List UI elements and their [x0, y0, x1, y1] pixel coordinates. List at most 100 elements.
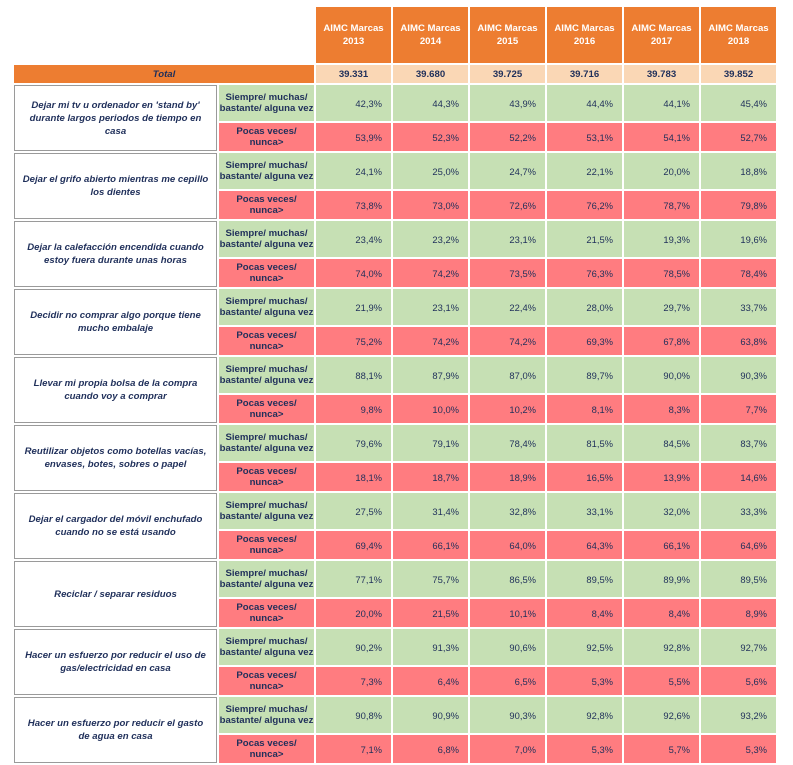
value-cell-negative: 10,1% [470, 599, 545, 627]
answer-label-negative: Pocas veces/ nunca> [219, 191, 314, 219]
value-cell-positive: 33,7% [701, 289, 776, 325]
value-cell-positive: 25,0% [393, 153, 468, 189]
value-cell-negative: 14,6% [701, 463, 776, 491]
value-cell-positive: 19,3% [624, 221, 699, 257]
question-row-positive: Dejar el cargador del móvil enchufado cu… [14, 493, 776, 559]
question-row-positive: Reciclar / separar residuos Siempre/ much… [14, 561, 776, 627]
value-cell-positive: 44,3% [393, 85, 468, 121]
value-cell-positive: 18,8% [701, 153, 776, 189]
value-cell-positive: 88,1% [316, 357, 391, 393]
value-cell-positive: 43,9% [470, 85, 545, 121]
value-cell-negative: 75,2% [316, 327, 391, 355]
value-cell-negative: 18,9% [470, 463, 545, 491]
value-cell-negative: 74,0% [316, 259, 391, 287]
answer-label-negative: Pocas veces/ nunca> [219, 599, 314, 627]
value-cell-positive: 84,5% [624, 425, 699, 461]
value-cell-negative: 52,7% [701, 123, 776, 151]
question-row-negative: Pocas veces/ nunca> 7,3% 6,4% 6,5% 5,3% 5,5% 5… [14, 667, 776, 695]
value-cell-negative: 8,9% [701, 599, 776, 627]
question-label: Reutilizar objetos como botellas vacías,… [14, 425, 217, 491]
value-cell-positive: 29,7% [624, 289, 699, 325]
header-row: AIMC Marcas 2013 AIMC Marcas 2014 AIMC Mar… [14, 7, 776, 63]
value-cell-positive: 44,4% [547, 85, 622, 121]
total-label: Total [14, 65, 314, 83]
total-value: 39.716 [547, 65, 622, 83]
value-cell-negative: 66,1% [393, 531, 468, 559]
value-cell-positive: 23,1% [470, 221, 545, 257]
question-row-positive: Hacer un esfuerzo por reducir el gasto d… [14, 697, 776, 763]
header-blank [219, 7, 314, 63]
year-header-2018: AIMC Marcas 2018 [701, 7, 776, 63]
answer-label-positive: Siempre/ muchas/ bastante/ alguna vez [219, 561, 314, 597]
value-cell-negative: 5,3% [701, 735, 776, 763]
value-cell-positive: 23,2% [393, 221, 468, 257]
value-cell-negative: 6,5% [470, 667, 545, 695]
answer-label-negative: Pocas veces/ nunca> [219, 531, 314, 559]
value-cell-positive: 89,5% [547, 561, 622, 597]
answer-label-negative: Pocas veces/ nunca> [219, 395, 314, 423]
question-row-negative: Pocas veces/ nunca> 69,4% 66,1% 64,0% 64,3% 6… [14, 531, 776, 559]
value-cell-negative: 76,2% [547, 191, 622, 219]
value-cell-positive: 90,0% [624, 357, 699, 393]
answer-label-positive: Siempre/ muchas/ bastante/ alguna vez [219, 697, 314, 733]
answer-label-negative: Pocas veces/ nunca> [219, 259, 314, 287]
question-row-negative: Pocas veces/ nunca> 73,8% 73,0% 72,6% 76,2% 7… [14, 191, 776, 219]
answer-label-negative: Pocas veces/ nunca> [219, 123, 314, 151]
value-cell-positive: 44,1% [624, 85, 699, 121]
question-row-positive: Llevar mi propia bolsa de la compra cuan… [14, 357, 776, 423]
value-cell-positive: 22,4% [470, 289, 545, 325]
value-cell-negative: 69,4% [316, 531, 391, 559]
value-cell-negative: 9,8% [316, 395, 391, 423]
answer-label-positive: Siempre/ muchas/ bastante/ alguna vez [219, 153, 314, 189]
question-label: Reciclar / separar residuos [14, 561, 217, 627]
answer-label-negative: Pocas veces/ nunca> [219, 327, 314, 355]
value-cell-negative: 52,2% [470, 123, 545, 151]
value-cell-positive: 90,2% [316, 629, 391, 665]
value-cell-positive: 90,8% [316, 697, 391, 733]
question-label: Dejar el cargador del móvil enchufado cu… [14, 493, 217, 559]
value-cell-positive: 32,8% [470, 493, 545, 529]
value-cell-positive: 23,1% [393, 289, 468, 325]
value-cell-positive: 81,5% [547, 425, 622, 461]
value-cell-positive: 21,5% [547, 221, 622, 257]
value-cell-positive: 91,3% [393, 629, 468, 665]
answer-label-positive: Siempre/ muchas/ bastante/ alguna vez [219, 493, 314, 529]
value-cell-negative: 74,2% [470, 327, 545, 355]
answer-label-positive: Siempre/ muchas/ bastante/ alguna vez [219, 425, 314, 461]
question-row-positive: Reutilizar objetos como botellas vacías,… [14, 425, 776, 491]
value-cell-negative: 53,1% [547, 123, 622, 151]
value-cell-positive: 45,4% [701, 85, 776, 121]
question-row-positive: Hacer un esfuerzo por reducir el uso de … [14, 629, 776, 695]
value-cell-positive: 89,7% [547, 357, 622, 393]
survey-table-container: AIMC Marcas 2013 AIMC Marcas 2014 AIMC Mar… [12, 5, 793, 765]
value-cell-negative: 73,0% [393, 191, 468, 219]
answer-label-positive: Siempre/ muchas/ bastante/ alguna vez [219, 85, 314, 121]
value-cell-negative: 10,2% [470, 395, 545, 423]
value-cell-positive: 92,8% [547, 697, 622, 733]
value-cell-negative: 67,8% [624, 327, 699, 355]
value-cell-negative: 78,4% [701, 259, 776, 287]
question-label: Decidir no comprar algo porque tiene muc… [14, 289, 217, 355]
value-cell-positive: 93,2% [701, 697, 776, 733]
value-cell-positive: 92,6% [624, 697, 699, 733]
value-cell-negative: 5,7% [624, 735, 699, 763]
value-cell-negative: 63,8% [701, 327, 776, 355]
value-cell-negative: 73,8% [316, 191, 391, 219]
value-cell-negative: 73,5% [470, 259, 545, 287]
question-row-negative: Pocas veces/ nunca> 20,0% 21,5% 10,1% 8,4% 8,… [14, 599, 776, 627]
question-label: Llevar mi propia bolsa de la compra cuan… [14, 357, 217, 423]
value-cell-negative: 18,1% [316, 463, 391, 491]
answer-label-positive: Siempre/ muchas/ bastante/ alguna vez [219, 357, 314, 393]
value-cell-negative: 7,1% [316, 735, 391, 763]
value-cell-negative: 5,5% [624, 667, 699, 695]
value-cell-negative: 8,4% [624, 599, 699, 627]
value-cell-negative: 74,2% [393, 259, 468, 287]
question-row-negative: Pocas veces/ nunca> 7,1% 6,8% 7,0% 5,3% 5,7% 5… [14, 735, 776, 763]
value-cell-negative: 76,3% [547, 259, 622, 287]
question-row-positive: Dejar mi tv u ordenador en 'stand by' du… [14, 85, 776, 151]
value-cell-negative: 74,2% [393, 327, 468, 355]
question-label: Dejar la calefacción encendida cuando es… [14, 221, 217, 287]
value-cell-positive: 90,9% [393, 697, 468, 733]
answer-label-positive: Siempre/ muchas/ bastante/ alguna vez [219, 289, 314, 325]
value-cell-positive: 33,1% [547, 493, 622, 529]
